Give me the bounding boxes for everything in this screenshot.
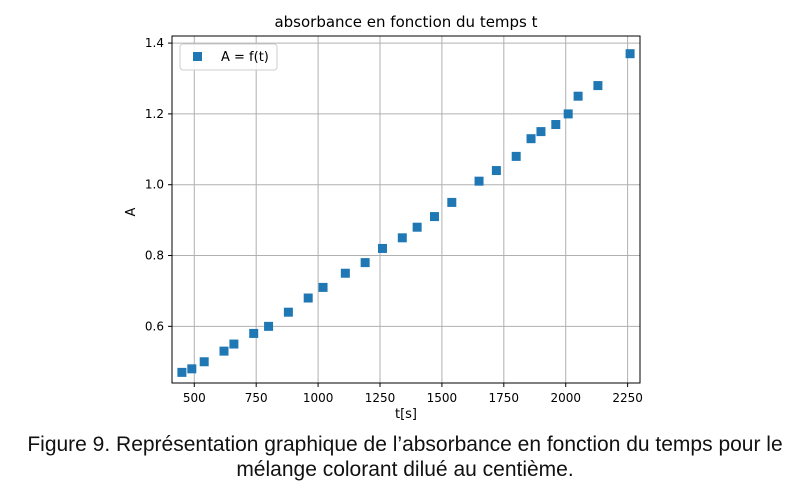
x-tick-label: 1500 xyxy=(427,391,458,405)
axis-ticks: 500 750 1000 1250 1500 1750 2000 2250 0.6 0.8 1.0 1… xyxy=(145,36,643,405)
legend-label-series-0: A = f(t) xyxy=(221,50,269,65)
data-point xyxy=(474,176,484,186)
data-point xyxy=(536,127,546,137)
y-tick-label: 1.0 xyxy=(145,178,164,192)
x-tick-label: 2250 xyxy=(612,391,643,405)
data-point xyxy=(229,339,239,349)
x-tick-label: 1750 xyxy=(489,391,520,405)
data-point xyxy=(283,307,293,317)
data-point xyxy=(187,364,197,374)
data-point xyxy=(397,233,407,243)
grid xyxy=(172,36,640,383)
data-point xyxy=(318,282,328,292)
data-point xyxy=(303,293,313,303)
x-tick-label: 1250 xyxy=(365,391,396,405)
x-axis-label: t[s] xyxy=(395,407,417,422)
figure-caption: Figure 9. Représentation graphique de l’… xyxy=(0,432,810,482)
legend-box xyxy=(179,43,278,71)
data-point xyxy=(360,258,370,268)
data-point xyxy=(340,268,350,278)
data-point xyxy=(491,166,501,176)
legend-marker xyxy=(193,52,202,61)
legend: A = f(t) xyxy=(179,43,278,71)
y-tick-label: 1.2 xyxy=(145,107,164,121)
data-point xyxy=(412,222,422,232)
data-point xyxy=(573,91,583,101)
data-point xyxy=(625,49,635,59)
data-point xyxy=(563,109,573,119)
y-tick-label: 1.4 xyxy=(145,36,164,50)
data-points xyxy=(177,49,635,377)
data-point xyxy=(177,367,187,377)
data-point xyxy=(511,151,521,161)
data-point xyxy=(526,134,536,144)
data-point xyxy=(429,212,439,222)
data-point xyxy=(593,81,603,91)
data-point xyxy=(551,120,561,130)
y-tick-label: 0.8 xyxy=(145,249,164,263)
plot-frame xyxy=(171,35,641,384)
data-point xyxy=(199,357,209,367)
chart: 500 750 1000 1250 1500 1750 2000 2250 0.6 0.8 1.0 1… xyxy=(124,13,643,422)
x-tick-label: 1000 xyxy=(303,391,334,405)
data-point xyxy=(377,243,387,253)
x-tick-label: 2000 xyxy=(550,391,581,405)
data-point xyxy=(447,197,457,207)
caption-line-2: mélange colorant dilué au centième. xyxy=(236,458,574,481)
data-point xyxy=(249,328,259,338)
x-tick-label: 750 xyxy=(245,391,268,405)
caption-line-1: Figure 9. Représentation graphique de l’… xyxy=(27,433,783,456)
data-point xyxy=(219,346,229,356)
x-tick-label: 500 xyxy=(183,391,206,405)
data-point xyxy=(264,321,274,331)
chart-title: absorbance en fonction du temps t xyxy=(274,13,537,31)
y-axis-label: A xyxy=(124,207,139,216)
y-tick-label: 0.6 xyxy=(145,319,164,333)
